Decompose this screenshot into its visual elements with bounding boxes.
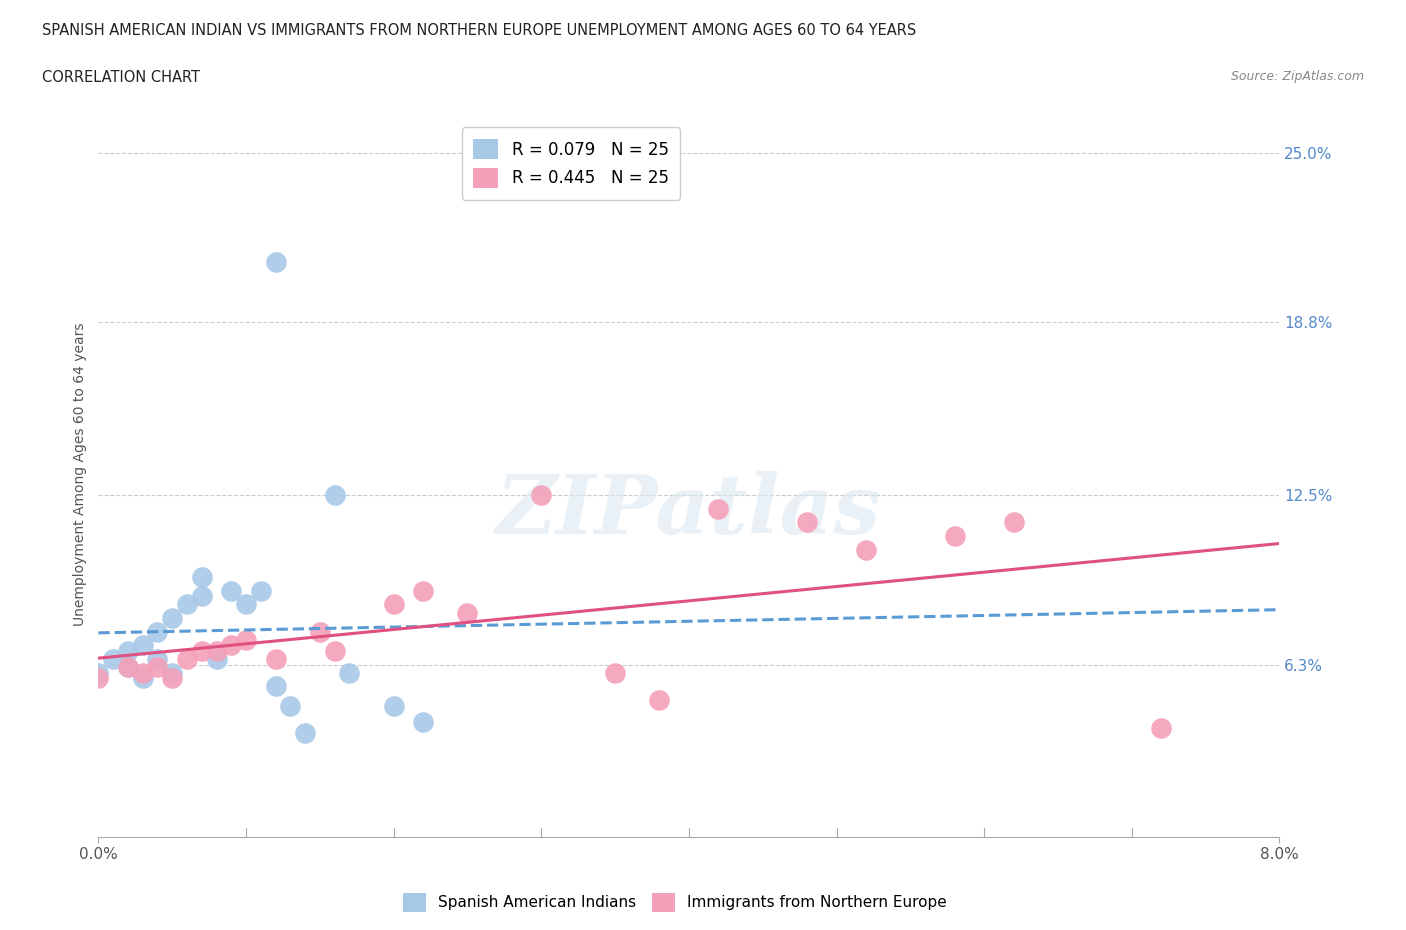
Point [707,501,730,516]
Point [796,515,818,530]
Point [323,644,346,658]
Point [162,671,183,685]
Point [605,665,627,680]
Point [337,665,360,680]
Point [205,652,228,667]
Point [855,542,877,557]
Point [117,660,139,675]
Y-axis label: Unemployment Among Ages 60 to 64 years: Unemployment Among Ages 60 to 64 years [73,323,87,626]
Point [530,487,553,502]
Point [278,698,302,713]
Point [1002,515,1025,530]
Point [162,611,183,626]
Text: CORRELATION CHART: CORRELATION CHART [42,70,200,85]
Point [219,638,242,653]
Point [132,638,155,653]
Point [235,597,257,612]
Legend: R = 0.079   N = 25, R = 0.445   N = 25: R = 0.079 N = 25, R = 0.445 N = 25 [461,127,681,200]
Point [146,652,169,667]
Point [191,589,214,604]
Point [323,487,346,502]
Text: ZIPatlas: ZIPatlas [496,471,882,551]
Text: SPANISH AMERICAN INDIAN VS IMMIGRANTS FROM NORTHERN EUROPE UNEMPLOYMENT AMONG AG: SPANISH AMERICAN INDIAN VS IMMIGRANTS FR… [42,23,917,38]
Point [382,698,405,713]
Point [648,693,671,708]
Point [146,624,169,639]
Point [219,583,242,598]
Point [943,528,966,543]
Point [176,597,198,612]
Point [264,679,287,694]
Point [412,583,434,598]
Point [117,660,139,675]
Point [382,597,405,612]
Point [176,652,198,667]
Point [264,652,287,667]
Point [308,624,332,639]
Point [132,665,155,680]
Point [87,665,110,680]
Point [162,665,183,680]
Point [191,569,214,584]
Point [412,714,434,729]
Point [205,644,228,658]
Point [117,644,139,658]
Point [264,255,287,270]
Point [191,644,214,658]
Point [456,605,478,620]
Point [132,671,155,685]
Point [235,632,257,647]
Point [250,583,273,598]
Point [294,725,316,740]
Point [87,671,110,685]
Point [103,652,125,667]
Point [1150,720,1173,735]
Text: Source: ZipAtlas.com: Source: ZipAtlas.com [1230,70,1364,83]
Point [146,660,169,675]
Legend: Spanish American Indians, Immigrants from Northern Europe: Spanish American Indians, Immigrants fro… [396,887,953,918]
